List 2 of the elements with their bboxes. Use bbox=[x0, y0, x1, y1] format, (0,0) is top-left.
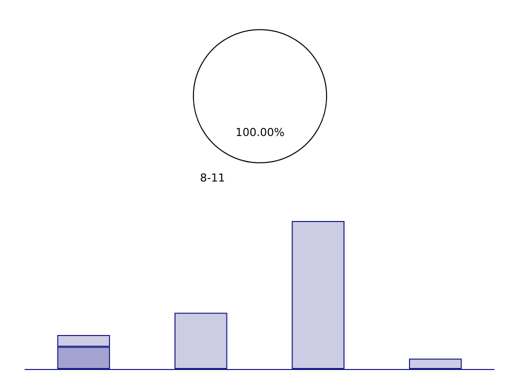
slice-label: 8-11 bbox=[200, 171, 225, 184]
data-label: 100.00% bbox=[236, 126, 284, 139]
